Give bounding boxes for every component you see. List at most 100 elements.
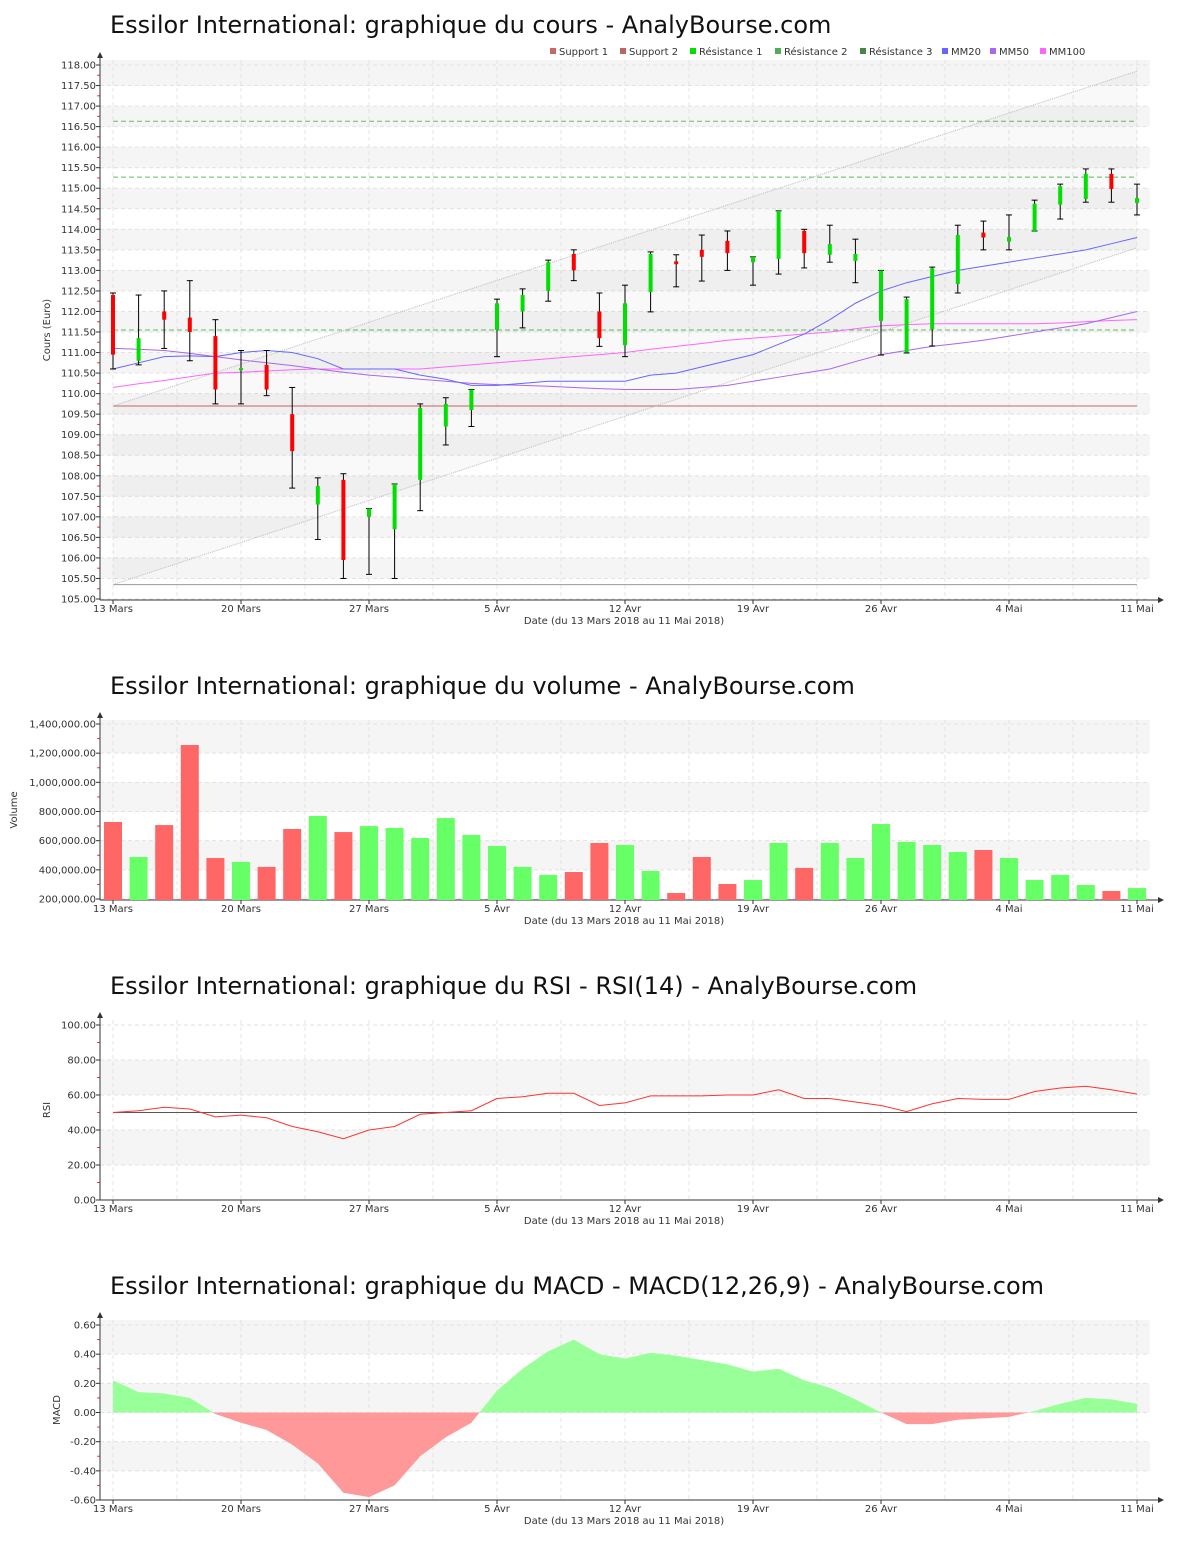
volume-bar (1000, 858, 1018, 900)
volume-bar (872, 824, 890, 900)
legend-label: MM20 (951, 47, 981, 58)
candle-body (546, 262, 551, 291)
legend-swatch (620, 48, 626, 54)
grid-band (101, 434, 1150, 456)
y-tick-label: 800,000.00 (39, 807, 96, 818)
volume-bar (1128, 888, 1146, 900)
candle-body (341, 479, 346, 560)
x-tick-label: 27 Mars (349, 904, 389, 915)
candlestick (391, 483, 398, 579)
grid-band (101, 147, 1150, 168)
candlestick (135, 294, 142, 366)
y-tick-label: 400,000.00 (39, 865, 96, 876)
x-tick-label: 13 Mars (93, 1204, 133, 1215)
y-tick-label: 110.00 (61, 389, 96, 400)
panel-volume: Essilor International: graphique du volu… (9, 672, 1164, 927)
candlestick (673, 254, 680, 288)
candle-body (213, 336, 218, 390)
candle-body (1058, 186, 1063, 205)
candle-body (162, 311, 167, 320)
y-tick-label: -0.20 (70, 1437, 96, 1448)
y-tick-label: 107.50 (61, 492, 96, 503)
candlestick (340, 473, 347, 579)
y-tick-label: 116.00 (61, 143, 96, 154)
volume-bar (692, 857, 711, 900)
candle-body (571, 253, 576, 271)
x-tick-label: 5 Avr (484, 904, 511, 915)
chart-title: Essilor International: graphique du RSI … (110, 972, 917, 1000)
candlestick (852, 238, 859, 284)
candle-body (827, 244, 832, 255)
panel-price: Essilor International: graphique du cour… (42, 11, 1164, 627)
candle-body (648, 253, 653, 293)
candle-body (802, 230, 807, 254)
candlestick (596, 292, 603, 347)
volume-bar (616, 845, 634, 900)
y-tick-label: -0.60 (70, 1496, 96, 1507)
grid-band (101, 229, 1150, 250)
volume-bar (360, 826, 378, 900)
candle-body (597, 311, 602, 339)
x-tick-label: 27 Mars (349, 604, 389, 615)
x-axis-label: Date (du 13 Mars 2018 au 11 Mai 2018) (524, 1216, 724, 1227)
y-tick-label: 108.00 (61, 471, 96, 482)
candle-body (853, 253, 858, 261)
candlestick (801, 228, 808, 269)
volume-bar (436, 818, 455, 900)
x-tick-label: 26 Avr (865, 1204, 898, 1215)
grid-band (101, 188, 1150, 209)
candle-body (187, 317, 192, 332)
candle-body (1135, 198, 1139, 204)
candlestick (1006, 214, 1012, 251)
volume-bar (180, 745, 199, 900)
y-tick-label: 1,000,000.00 (29, 778, 96, 789)
candle-body (879, 270, 883, 321)
chart-title: Essilor International: graphique du MACD… (110, 1272, 1044, 1300)
candlestick (980, 220, 987, 251)
mm20-line (112, 237, 1138, 386)
x-axis-arrow (1158, 1197, 1164, 1203)
candlestick (647, 251, 654, 313)
x-tick-label: 20 Mars (221, 604, 261, 615)
legend-swatch (550, 48, 556, 54)
volume-bar (564, 872, 583, 900)
legend-swatch (990, 48, 996, 54)
candlestick (545, 259, 552, 302)
volume-bar (641, 871, 660, 900)
candlestick (724, 230, 731, 271)
legend-swatch (860, 48, 866, 54)
x-axis-label: Date (du 13 Mars 2018 au 11 Mai 2018) (524, 1516, 724, 1527)
x-tick-label: 12 Avr (609, 904, 642, 915)
y-tick-label: 0.00 (74, 1196, 96, 1207)
y-tick-label: 113.00 (61, 266, 96, 277)
candle-body (699, 249, 704, 257)
x-tick-label: 19 Avr (737, 1204, 770, 1215)
candlestick (442, 397, 449, 446)
x-tick-label: 19 Avr (737, 604, 770, 615)
grid-band (101, 557, 1150, 579)
candlestick (1031, 199, 1038, 232)
y-axis-label: RSI (42, 1102, 53, 1118)
x-tick-label: 11 Mai (1120, 1204, 1153, 1215)
volume-bar (104, 822, 122, 900)
x-tick-label: 12 Avr (609, 1204, 642, 1215)
volume-bar (1102, 890, 1121, 900)
candlestick (494, 298, 500, 358)
legend-swatch (1040, 48, 1046, 54)
y-tick-label: 600,000.00 (39, 836, 96, 847)
x-tick-label: 12 Avr (609, 604, 642, 615)
chart-title: Essilor International: graphique du cour… (110, 11, 831, 39)
volume-bar (820, 843, 839, 900)
candlestick (775, 210, 782, 275)
candle-body (725, 240, 730, 254)
candlestick (878, 269, 884, 356)
volume-bar (744, 880, 762, 900)
legend-label: Résistance 1 (699, 46, 762, 58)
y-tick-label: 114.00 (61, 225, 96, 236)
candlestick (161, 290, 168, 349)
candlestick (1082, 168, 1089, 203)
candle-body (495, 303, 499, 330)
y-axis-arrow (97, 1012, 103, 1018)
x-tick-label: 13 Mars (93, 904, 133, 915)
candlestick (570, 249, 577, 282)
